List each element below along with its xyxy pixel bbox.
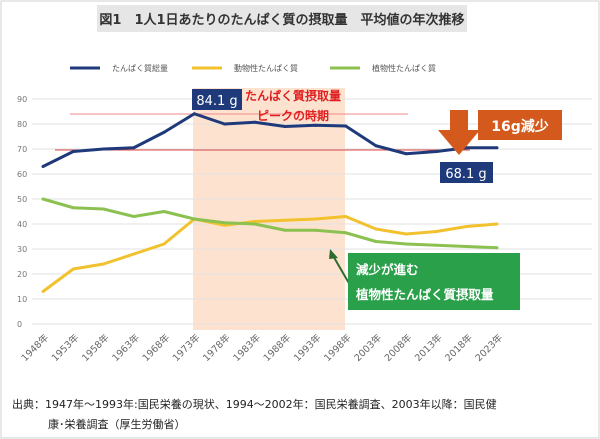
data-point (465, 245, 469, 248)
data-point (313, 123, 317, 127)
y-tick-label: 60 (17, 170, 27, 179)
plant-text-1: 減少が進む (356, 262, 419, 277)
legend: たんぱく質総量 動物性たんぱく質 植物性たんぱく質 (70, 63, 436, 73)
low-value-label: 68.1 g (445, 167, 486, 182)
data-point (283, 125, 287, 128)
peak-text-1: たんぱく質摂取量 (245, 88, 341, 103)
y-tick-label: 20 (17, 270, 27, 279)
data-point (374, 227, 378, 231)
data-point (102, 262, 106, 266)
data-point (344, 124, 348, 128)
data-point (253, 120, 257, 124)
data-point (41, 197, 45, 201)
data-point (434, 150, 438, 153)
data-point (102, 147, 106, 151)
data-point (102, 207, 106, 211)
legend-label: 動物性たんぱく質 (234, 63, 298, 73)
plant-arrow-line (331, 253, 351, 286)
peak-period-highlight (193, 88, 345, 330)
y-tick-label: 50 (17, 195, 27, 204)
data-point (283, 218, 287, 222)
data-point (192, 112, 196, 116)
down-arrow-icon (438, 110, 480, 155)
data-point (434, 230, 438, 233)
data-point (344, 215, 348, 218)
low-value-box (440, 162, 493, 183)
data-point (313, 228, 317, 232)
data-point (41, 165, 45, 168)
source-line-1: 出典：1947年～1993年:国民栄養の現状、1994～2002年：国民栄養調査… (12, 397, 497, 411)
decrease-label: 16g減少 (491, 118, 549, 135)
y-tick-label: 10 (17, 295, 27, 304)
data-point (374, 240, 378, 243)
data-point (404, 152, 408, 156)
data-point (132, 252, 136, 256)
y-tick-label: 0 (17, 320, 22, 329)
data-point (132, 146, 136, 150)
y-tick-label: 30 (17, 245, 27, 254)
data-point (404, 232, 408, 236)
data-point (253, 220, 257, 223)
plant-arrow-head-icon (329, 249, 338, 259)
legend-label: 植物性たんぱく質 (372, 63, 436, 73)
data-point (374, 144, 378, 148)
data-point (162, 130, 166, 134)
y-tick-label: 80 (17, 120, 27, 129)
data-point (223, 122, 227, 126)
data-point (71, 267, 75, 271)
data-point (162, 210, 166, 213)
y-tick-label: 40 (17, 220, 27, 229)
data-point (465, 146, 469, 150)
data-point (283, 228, 287, 232)
decrease-box (478, 110, 562, 140)
plant-callout-box (348, 253, 520, 310)
y-tick-label: 70 (17, 145, 27, 154)
peak-value-box (192, 89, 242, 110)
data-point (344, 231, 348, 235)
data-point (223, 223, 227, 227)
series-line-2 (42, 197, 498, 250)
data-point (223, 221, 227, 225)
data-point (253, 222, 257, 226)
source-line-2: 康･栄養調査（厚生労働省） (48, 417, 186, 431)
data-point (495, 222, 499, 226)
data-point (162, 242, 166, 246)
data-point (192, 217, 196, 221)
peak-text-2: ピークの時期 (257, 108, 329, 123)
data-point (465, 225, 469, 228)
data-point (495, 146, 499, 150)
data-point (71, 150, 75, 153)
data-point (404, 242, 408, 246)
data-point (434, 243, 438, 247)
series-line-1 (42, 215, 498, 293)
y-tick-label: 90 (17, 95, 27, 104)
data-point (495, 246, 499, 250)
data-point (313, 217, 317, 221)
plant-text-2: 植物性たんぱく質摂取量 (355, 287, 494, 302)
peak-value-label: 84.1 g (196, 94, 237, 109)
chart-title: 図1 1人1日あたりのたんぱく質の摂取量 平均値の年次推移 (99, 12, 464, 28)
legend-label: たんぱく質総量 (112, 63, 168, 73)
series-line-0 (42, 112, 497, 168)
data-point (132, 215, 136, 218)
title-box (97, 5, 467, 32)
data-point (41, 290, 45, 293)
data-point (71, 206, 75, 210)
